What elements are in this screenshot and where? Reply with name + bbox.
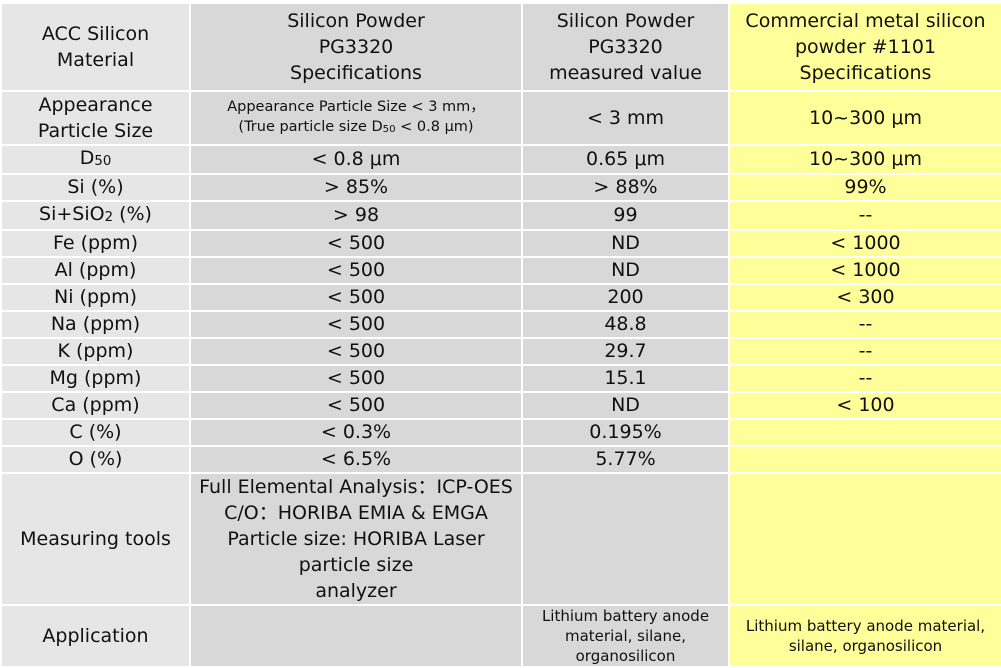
spec-value: < 500 bbox=[191, 231, 521, 256]
spec-value: < 6.5% bbox=[191, 447, 521, 472]
measured-value: 48.8 bbox=[523, 312, 728, 337]
measured-value: < 3 mm bbox=[523, 92, 728, 144]
table-row: Fe (ppm) < 500 ND < 1000 bbox=[2, 231, 1001, 256]
commercial-value: 99% bbox=[730, 175, 1001, 200]
measured-value: 5.77% bbox=[523, 447, 728, 472]
commercial-value bbox=[730, 447, 1001, 472]
commercial-value: < 1000 bbox=[730, 231, 1001, 256]
table-row: O (%) < 6.5% 5.77% bbox=[2, 447, 1001, 472]
measured-value: ND bbox=[523, 231, 728, 256]
header-material: ACC Silicon Material bbox=[2, 4, 189, 90]
header-pg3320-measured: Silicon Powder PG3320 measured value bbox=[523, 4, 728, 90]
row-label: Fe (ppm) bbox=[2, 231, 189, 256]
spec-value: < 500 bbox=[191, 285, 521, 310]
spec-value: < 500 bbox=[191, 258, 521, 283]
table-row: Ca (ppm) < 500 ND < 100 bbox=[2, 393, 1001, 418]
row-label: Application bbox=[2, 606, 189, 666]
row-label: Al (ppm) bbox=[2, 258, 189, 283]
spec-value bbox=[191, 606, 521, 666]
spec-value: > 98 bbox=[191, 202, 521, 229]
table-row: Na (ppm) < 500 48.8 -- bbox=[2, 312, 1001, 337]
header-pg3320-spec: Silicon Powder PG3320 Specifications bbox=[191, 4, 521, 90]
spec-value: < 0.8 μm bbox=[191, 146, 521, 173]
row-label: Ca (ppm) bbox=[2, 393, 189, 418]
commercial-value: -- bbox=[730, 366, 1001, 391]
row-label: Appearance Particle Size bbox=[2, 92, 189, 144]
row-label: Mg (ppm) bbox=[2, 366, 189, 391]
measured-value: > 88% bbox=[523, 175, 728, 200]
table-row-measuring-tools: Measuring tools Full Elemental Analysis：… bbox=[2, 474, 1001, 604]
commercial-value: 10~300 μm bbox=[730, 92, 1001, 144]
commercial-value: < 1000 bbox=[730, 258, 1001, 283]
table-row: K (ppm) < 500 29.7 -- bbox=[2, 339, 1001, 364]
table-row-si-sio2: Si+SiO2 (%) > 98 99 -- bbox=[2, 202, 1001, 229]
commercial-value: -- bbox=[730, 312, 1001, 337]
row-label: C (%) bbox=[2, 420, 189, 445]
commercial-value bbox=[730, 420, 1001, 445]
spec-value: < 500 bbox=[191, 312, 521, 337]
table-row: Ni (ppm) < 500 200 < 300 bbox=[2, 285, 1001, 310]
measured-value bbox=[523, 474, 728, 604]
row-label: Si (%) bbox=[2, 175, 189, 200]
spec-value: < 0.3% bbox=[191, 420, 521, 445]
table-row-appearance: Appearance Particle Size Appearance Part… bbox=[2, 92, 1001, 144]
commercial-value: -- bbox=[730, 339, 1001, 364]
spec-value: < 500 bbox=[191, 339, 521, 364]
measured-value: 15.1 bbox=[523, 366, 728, 391]
row-label: K (ppm) bbox=[2, 339, 189, 364]
commercial-value: -- bbox=[730, 202, 1001, 229]
table-row-d50: D50 < 0.8 μm 0.65 μm 10~300 μm bbox=[2, 146, 1001, 173]
table-row-si: Si (%) > 85% > 88% 99% bbox=[2, 175, 1001, 200]
row-label: Si+SiO2 (%) bbox=[2, 202, 189, 229]
table-row: C (%) < 0.3% 0.195% bbox=[2, 420, 1001, 445]
row-label: Measuring tools bbox=[2, 474, 189, 604]
spec-value: > 85% bbox=[191, 175, 521, 200]
commercial-value: < 100 bbox=[730, 393, 1001, 418]
row-label: D50 bbox=[2, 146, 189, 173]
commercial-value: Lithium battery anode material, silane, … bbox=[730, 606, 1001, 666]
header-row: ACC Silicon Material Silicon Powder PG33… bbox=[2, 4, 1001, 90]
commercial-value bbox=[730, 474, 1001, 604]
measured-value: 200 bbox=[523, 285, 728, 310]
spec-value: Appearance Particle Size < 3 mm， (True p… bbox=[191, 92, 521, 144]
measured-value: 29.7 bbox=[523, 339, 728, 364]
table-row-application: Application Lithium battery anode materi… bbox=[2, 606, 1001, 666]
commercial-value: < 300 bbox=[730, 285, 1001, 310]
measured-value: ND bbox=[523, 258, 728, 283]
measuring-tools-list: Full Elemental Analysis：ICP-OES C/O：HORI… bbox=[191, 474, 521, 604]
row-label: Ni (ppm) bbox=[2, 285, 189, 310]
measured-value: 99 bbox=[523, 202, 728, 229]
measured-value: 0.195% bbox=[523, 420, 728, 445]
row-label: O (%) bbox=[2, 447, 189, 472]
measured-value: 0.65 μm bbox=[523, 146, 728, 173]
commercial-value: 10~300 μm bbox=[730, 146, 1001, 173]
table-row: Mg (ppm) < 500 15.1 -- bbox=[2, 366, 1001, 391]
table-row: Al (ppm) < 500 ND < 1000 bbox=[2, 258, 1001, 283]
row-label: Na (ppm) bbox=[2, 312, 189, 337]
measured-value: ND bbox=[523, 393, 728, 418]
spec-value: < 500 bbox=[191, 393, 521, 418]
header-commercial-spec: Commercial metal silicon powder #1101 Sp… bbox=[730, 4, 1001, 90]
spec-value: < 500 bbox=[191, 366, 521, 391]
measured-value: Lithium battery anode material, silane, … bbox=[523, 606, 728, 666]
